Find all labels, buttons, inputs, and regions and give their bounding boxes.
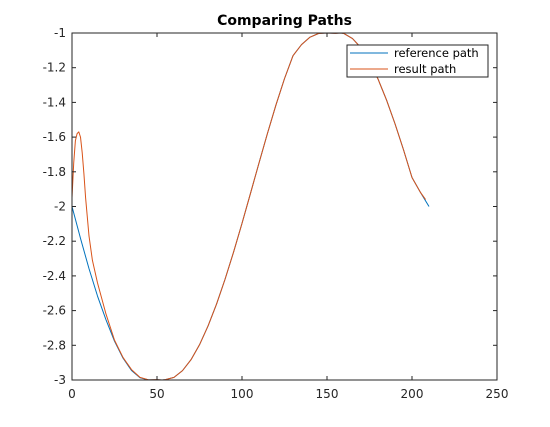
y-tick-label: -2 <box>54 200 66 214</box>
x-tick-label: 250 <box>486 387 509 401</box>
y-tick-label: -1.4 <box>43 95 66 109</box>
y-tick-label: -2.8 <box>43 338 66 352</box>
legend-label: reference path <box>394 46 479 60</box>
series-line-result-path <box>71 32 427 381</box>
chart-title: Comparing Paths <box>217 13 352 29</box>
ticks-layer: 0 50 100 150 200 250 -3 -2.8 -2.6 -2.4 -2.2 -2 -1.8 -… <box>43 26 509 401</box>
x-tick-label: 50 <box>149 387 164 401</box>
y-tick-label: -2.4 <box>43 269 66 283</box>
y-tick-label: -1.8 <box>43 165 66 179</box>
y-tick-label: -1.2 <box>43 61 66 75</box>
legend: reference path result path <box>346 44 489 78</box>
x-tick-label: 0 <box>68 387 76 401</box>
legend-label: result path <box>394 62 456 76</box>
y-tick-label: -2.6 <box>43 304 66 318</box>
y-tick-label: -1.6 <box>43 130 66 144</box>
y-tick-label: -1 <box>54 26 66 40</box>
plot-area <box>72 33 497 380</box>
y-tick-label: -2.2 <box>43 234 66 248</box>
x-tick-label: 200 <box>401 387 424 401</box>
legend-box <box>346 44 489 78</box>
x-tick-label: 100 <box>231 387 254 401</box>
x-tick-label: 150 <box>316 387 339 401</box>
y-tick-label: -3 <box>54 373 66 387</box>
